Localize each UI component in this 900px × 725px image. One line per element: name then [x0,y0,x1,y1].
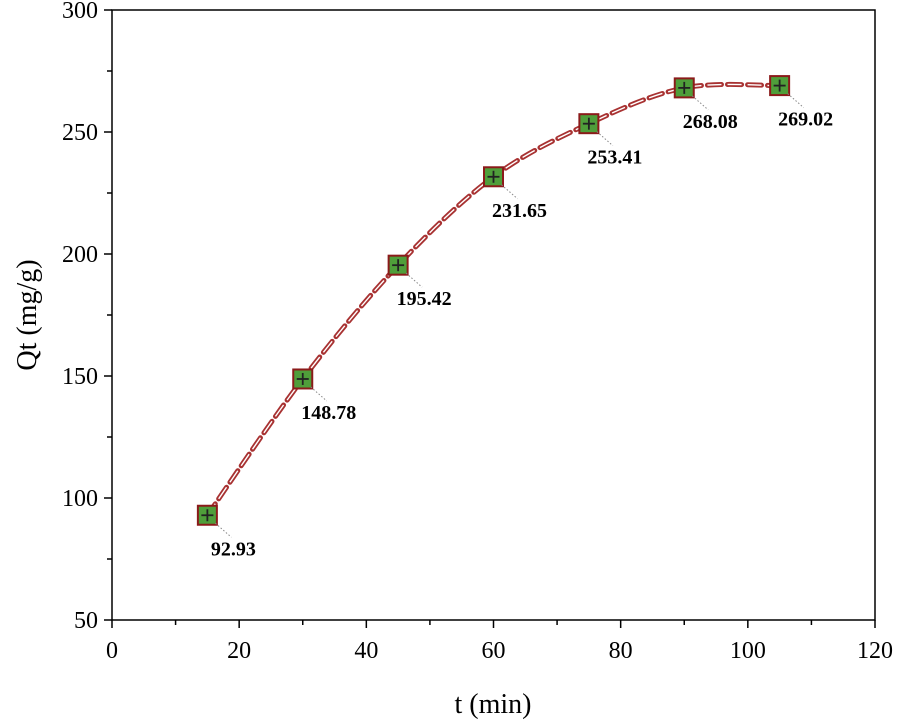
x-tick-label: 40 [354,638,378,664]
data-label: 253.41 [587,147,642,169]
data-label: 92.93 [211,538,256,560]
label-leader [691,95,709,111]
x-tick-label: 0 [106,638,118,664]
y-axis-title: Qt (mg/g) [12,259,43,370]
series-group [196,75,791,526]
tick-labels: 0 20 40 60 80 100 120 50 100 150 200 250 300 [62,0,893,664]
y-tick-label: 300 [62,0,98,24]
axis-ticks [104,9,876,628]
label-leader [501,184,518,200]
x-tick-label: 60 [482,638,506,664]
data-label: 148.78 [301,402,356,424]
label-leader [405,272,423,288]
y-tick-label: 150 [62,364,98,390]
y-tick-label: 250 [62,120,98,146]
x-tick-label: 20 [227,638,251,664]
data-label: 231.65 [492,200,547,222]
series-line [204,81,783,518]
y-tick-label: 50 [74,608,98,634]
data-label-group: 92.93 148.78 195.42 231.65 253.41 268.08 269.0… [211,93,833,560]
data-label: 269.02 [778,109,833,131]
plot-frame [111,9,876,621]
label-leader [787,93,804,108]
label-leader [215,522,232,538]
data-label: 195.42 [397,288,452,310]
x-tick-label: 80 [609,638,633,664]
x-tick-label: 100 [730,638,766,664]
series-line-highlight [206,83,780,516]
y-tick-label: 200 [62,242,98,268]
x-tick-label: 120 [857,638,893,664]
data-label: 268.08 [683,111,738,133]
y-tick-label: 100 [62,486,98,512]
label-leader [310,386,328,402]
label-leader [596,131,614,147]
x-axis-title: t (min) [455,689,532,720]
